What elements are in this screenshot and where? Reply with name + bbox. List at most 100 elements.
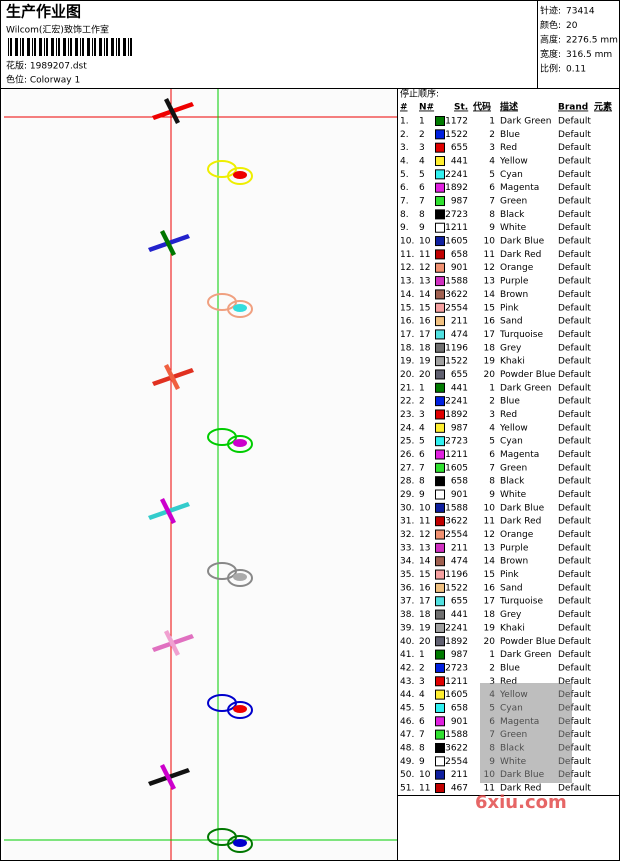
bar-stripe bbox=[130, 38, 132, 56]
brand: Default bbox=[558, 463, 591, 473]
stitches: 1588 bbox=[445, 730, 468, 740]
needle: 8 bbox=[419, 743, 425, 753]
description: Khaki bbox=[500, 357, 525, 367]
description: Brown bbox=[500, 557, 528, 567]
code: 6 bbox=[489, 183, 495, 193]
code: 3 bbox=[489, 677, 495, 687]
stitches: 658 bbox=[451, 250, 468, 260]
description: Orange bbox=[500, 530, 534, 540]
code: 1 bbox=[489, 650, 495, 660]
code: 19 bbox=[484, 357, 496, 367]
plane bbox=[164, 98, 180, 124]
stitches: 3622 bbox=[445, 517, 468, 527]
code: 16 bbox=[484, 317, 496, 327]
stitches: 1605 bbox=[445, 690, 468, 700]
description: Pink bbox=[500, 303, 519, 313]
info-label: 比例: bbox=[540, 63, 561, 75]
row-index: 41. bbox=[400, 650, 414, 660]
cloud bbox=[227, 300, 253, 318]
description: Black bbox=[500, 210, 525, 220]
cloud bbox=[227, 701, 253, 719]
code: 20 bbox=[484, 370, 496, 380]
color-swatch bbox=[435, 582, 445, 593]
stitches: 3622 bbox=[445, 743, 468, 753]
info-value: 73414 bbox=[566, 7, 595, 17]
needle: 17 bbox=[419, 597, 430, 607]
stitches: 2554 bbox=[445, 757, 468, 767]
row-index: 51. bbox=[400, 784, 414, 794]
artwork bbox=[148, 98, 253, 853]
bar-stripe bbox=[46, 38, 48, 56]
needle: 12 bbox=[419, 530, 430, 540]
info-value: 0.11 bbox=[566, 65, 586, 75]
info-value: 20 bbox=[566, 21, 578, 31]
row-index: 5. bbox=[400, 170, 409, 180]
brand: Default bbox=[558, 330, 591, 340]
needle: 8 bbox=[419, 210, 425, 220]
needle: 20 bbox=[419, 637, 431, 647]
row-index: 30. bbox=[400, 503, 414, 513]
brand: Default bbox=[558, 637, 591, 647]
bar-stripe bbox=[68, 38, 69, 56]
row-index: 1. bbox=[400, 117, 409, 127]
stitches: 901 bbox=[451, 717, 468, 727]
needle: 19 bbox=[419, 623, 431, 633]
row-index: 42. bbox=[400, 663, 414, 673]
bar-stripe bbox=[87, 38, 90, 56]
bar-stripe bbox=[75, 38, 78, 56]
brand: Default bbox=[558, 290, 591, 300]
needle: 1 bbox=[419, 383, 425, 393]
color-swatch bbox=[435, 276, 445, 287]
color-swatch bbox=[435, 569, 445, 580]
brand: Default bbox=[558, 277, 591, 287]
row-index: 10. bbox=[400, 237, 414, 247]
bar-stripe bbox=[123, 38, 126, 56]
needle: 20 bbox=[419, 370, 431, 380]
brand: Default bbox=[558, 263, 591, 273]
stitches: 211 bbox=[451, 770, 468, 780]
bar-stripe bbox=[32, 38, 33, 56]
brand: Default bbox=[558, 770, 591, 780]
column-header: Brand bbox=[558, 103, 588, 113]
column-header: 元素 bbox=[594, 101, 612, 113]
row-index: 8. bbox=[400, 210, 409, 220]
color-swatch bbox=[435, 236, 445, 247]
row-index: 7. bbox=[400, 197, 409, 207]
description: Red bbox=[500, 677, 517, 687]
color-swatch bbox=[435, 342, 445, 353]
description: Dark Green bbox=[500, 383, 551, 393]
row-index: 37. bbox=[400, 597, 414, 607]
stitches: 1172 bbox=[445, 117, 468, 127]
cloud bbox=[233, 839, 247, 847]
code: 1 bbox=[489, 383, 495, 393]
description: Brown bbox=[500, 290, 528, 300]
brand: Default bbox=[558, 383, 591, 393]
stitches: 1892 bbox=[445, 410, 468, 420]
stitches: 1588 bbox=[445, 277, 468, 287]
stitches: 655 bbox=[451, 597, 468, 607]
description: Sand bbox=[500, 583, 523, 593]
needle: 2 bbox=[419, 663, 425, 673]
stitches: 474 bbox=[451, 557, 468, 567]
plane bbox=[160, 764, 176, 790]
brand: Default bbox=[558, 517, 591, 527]
row-index: 13. bbox=[400, 277, 414, 287]
color-swatch bbox=[435, 462, 445, 473]
cloud bbox=[233, 171, 247, 179]
stitches: 658 bbox=[451, 703, 468, 713]
bar-stripe bbox=[63, 38, 66, 56]
color-swatch bbox=[435, 302, 445, 313]
row-index: 44. bbox=[400, 690, 414, 700]
plane bbox=[164, 364, 180, 390]
description: Dark Red bbox=[500, 250, 541, 260]
stitches: 1892 bbox=[445, 183, 468, 193]
brand: Default bbox=[558, 117, 591, 127]
brand: Default bbox=[558, 677, 591, 687]
row-index: 43. bbox=[400, 677, 414, 687]
color-swatch bbox=[435, 756, 445, 767]
brand: Default bbox=[558, 597, 591, 607]
stitches: 2723 bbox=[445, 437, 468, 447]
code: 11 bbox=[484, 250, 495, 260]
needle: 10 bbox=[419, 237, 431, 247]
